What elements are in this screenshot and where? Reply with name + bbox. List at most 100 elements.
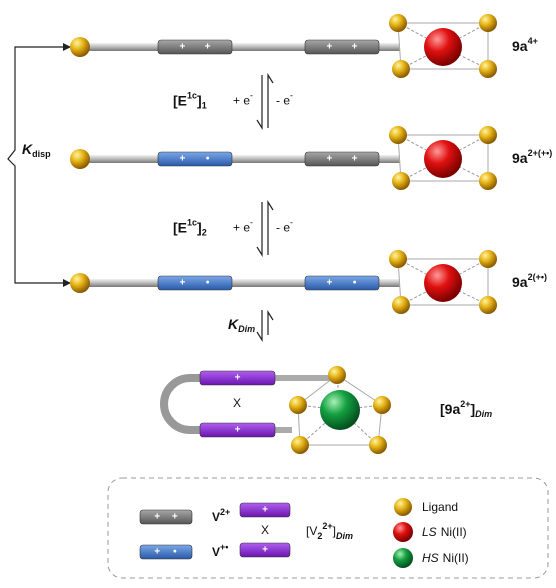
gray-block (304, 151, 380, 167)
text-run: 1c (187, 218, 197, 228)
block-mark: + (326, 278, 332, 289)
block-mark: + (205, 42, 211, 53)
cross: X (233, 396, 241, 410)
legend-label: [V22+]Dim (306, 521, 353, 541)
block-mark: + (262, 505, 268, 516)
block-mark: • (206, 278, 210, 289)
text-run: 1 (202, 101, 207, 111)
block-mark: + (154, 512, 160, 523)
text-run: HS (422, 551, 439, 565)
text-run: V (212, 545, 220, 559)
text-run: ] (197, 219, 202, 235)
oxidation: - e- (276, 218, 293, 235)
block-mark: + (352, 42, 358, 53)
sphere (320, 390, 360, 430)
k-disp: Kdisp (22, 141, 51, 160)
gray-block (304, 39, 380, 55)
block-mark: + (235, 425, 241, 436)
blue-block (139, 544, 193, 560)
text-run: - e (276, 94, 290, 108)
sphere (369, 436, 387, 454)
text-run: 1c (187, 91, 197, 101)
sphere (393, 522, 413, 542)
block-mark: + (172, 512, 178, 523)
block-mark: + (179, 42, 185, 53)
sphere (70, 149, 90, 169)
rod (80, 279, 400, 287)
text-run: 2+ (220, 507, 230, 517)
species-label: [9a2+]Dim (440, 399, 492, 419)
reduction: + e- (233, 218, 253, 235)
text-run: K (228, 316, 239, 332)
text-run: 4+ (528, 36, 538, 46)
text-run: - (290, 218, 293, 228)
text-run: Dim (238, 324, 255, 334)
sphere (424, 264, 462, 302)
rod (80, 155, 400, 163)
reduction: + e- (233, 91, 253, 108)
text-run: K (22, 141, 33, 157)
block-mark: + (179, 154, 185, 165)
brace (7, 46, 70, 284)
species-label: 9a2+(+•) (512, 148, 552, 165)
purple-block (239, 502, 291, 518)
block-mark: + (154, 547, 160, 558)
block-mark: + (326, 42, 332, 53)
eq-arrow (267, 72, 274, 128)
gray-block (157, 39, 233, 55)
block-mark: • (206, 154, 210, 165)
text-run: + e (233, 221, 250, 235)
text-run: 9a (512, 150, 528, 166)
block-mark: • (173, 547, 177, 558)
sphere (394, 498, 412, 516)
sphere (389, 250, 407, 268)
block-mark: + (262, 545, 268, 556)
block-mark: + (179, 278, 185, 289)
sphere (70, 273, 90, 293)
legend-label: LS Ni(II) (422, 525, 467, 539)
text-run: LS (422, 525, 437, 539)
sphere (479, 60, 497, 78)
blue-block (304, 275, 380, 291)
text-run: [E (173, 219, 187, 235)
text-run: [V (306, 524, 317, 538)
text-run: 2+ (322, 521, 332, 531)
text-run: V (212, 510, 220, 524)
blue-block (157, 275, 233, 291)
block-mark: + (352, 154, 358, 165)
block-mark: • (353, 278, 357, 289)
text-run: 9a (512, 274, 528, 290)
eq-arrow (267, 199, 274, 255)
gray-block (139, 509, 193, 525)
block-mark: + (235, 373, 241, 384)
sphere (389, 14, 407, 32)
sphere (373, 396, 391, 414)
text-run: 2+(+•) (528, 148, 553, 158)
sphere (479, 126, 497, 144)
blue-block (157, 151, 233, 167)
text-run: 2(+•) (528, 272, 547, 282)
oxidation: - e- (276, 91, 293, 108)
text-run: [E (173, 92, 187, 108)
text-run: 9a (512, 38, 528, 54)
rod (80, 43, 400, 51)
legend-box (107, 477, 549, 579)
text-run: Ni(II) (443, 551, 469, 565)
sphere (479, 14, 497, 32)
text-run: - (290, 91, 293, 101)
text-run: ] (197, 92, 202, 108)
legend-label: Ligand (422, 500, 458, 514)
sphere (289, 396, 307, 414)
sphere (479, 250, 497, 268)
text-run: Dim (336, 531, 353, 541)
text-run: 2 (202, 228, 207, 238)
species-label: 9a4+ (512, 36, 538, 53)
text-run: [9a (440, 401, 460, 417)
text-run: Dim (475, 409, 492, 419)
sphere (70, 37, 90, 57)
text-run: - (250, 218, 253, 228)
eq-arrow (256, 202, 263, 258)
cross: X (261, 523, 269, 537)
block-mark: + (326, 154, 332, 165)
